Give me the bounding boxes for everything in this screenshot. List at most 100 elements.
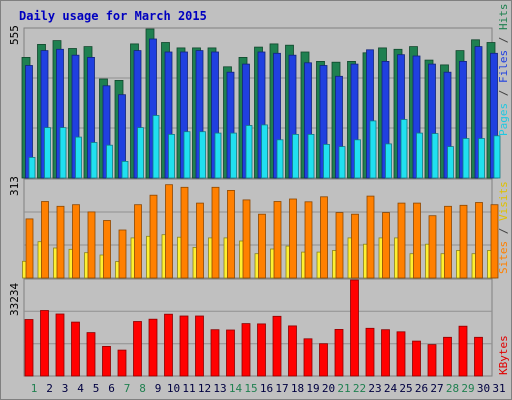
pages-bar-13 xyxy=(214,132,222,179)
sites-bar-20 xyxy=(320,196,328,279)
kbytes-bar-4 xyxy=(71,321,80,377)
pages-bar-30 xyxy=(478,138,485,179)
day-label-18: 18 xyxy=(291,382,304,395)
kbytes-bar-18 xyxy=(288,325,297,377)
pages-bar-2 xyxy=(44,127,51,179)
day-label-30: 30 xyxy=(477,382,490,395)
pages-bar-16 xyxy=(261,124,268,179)
kbytes-bar-29 xyxy=(458,325,468,377)
day-label-24: 24 xyxy=(384,382,398,395)
kbytes-bar-19 xyxy=(303,338,313,377)
day-label-17: 17 xyxy=(275,382,288,395)
sites-bar-19 xyxy=(304,201,313,279)
visits-label: Visits xyxy=(497,181,510,221)
pages-bar-5 xyxy=(90,142,98,179)
kbytes-bar-9 xyxy=(148,318,158,377)
pages-bar-29 xyxy=(462,138,470,179)
pages-bar-12 xyxy=(199,131,206,179)
pages-label: Pages xyxy=(497,103,510,136)
sites-bar-15 xyxy=(242,199,251,279)
sites-visits-panel xyxy=(22,178,499,279)
kbytes-bar-8 xyxy=(133,321,142,377)
kbytes-bar-1 xyxy=(24,319,34,377)
sites-bar-26 xyxy=(413,202,421,279)
sites-bar-9 xyxy=(149,194,158,279)
pages-bar-7 xyxy=(121,160,129,179)
pages-bar-27 xyxy=(431,133,439,179)
pages-bar-22 xyxy=(354,139,361,179)
day-label-21: 21 xyxy=(337,382,350,395)
sites-bar-12 xyxy=(196,202,204,279)
pages-bar-15 xyxy=(245,125,253,179)
sites-bar-3 xyxy=(56,205,65,279)
sites-bar-23 xyxy=(366,195,375,279)
day-label-25: 25 xyxy=(399,382,412,395)
kbytes-bar-15 xyxy=(241,323,251,377)
day-label-13: 13 xyxy=(213,382,226,395)
sites-bar-24 xyxy=(382,212,390,279)
sites-bar-25 xyxy=(397,202,406,279)
pages-bar-19 xyxy=(307,133,315,179)
pages-bar-1 xyxy=(28,156,36,179)
kbytes-panel xyxy=(23,278,493,377)
day-label-14: 14 xyxy=(229,382,243,395)
pages-bar-23 xyxy=(369,120,377,179)
sites-bar-2 xyxy=(41,201,49,279)
day-label-29: 29 xyxy=(461,382,474,395)
sites-bar-5 xyxy=(87,211,96,279)
bottom-axis-label: KBytes xyxy=(497,335,510,375)
top-axis-label: Pages / Files / Hits xyxy=(497,4,510,137)
kbytes-bar-20 xyxy=(319,343,328,377)
day-label-2: 2 xyxy=(46,382,53,395)
sites-bar-13 xyxy=(211,186,220,279)
kbytes-bar-6 xyxy=(102,345,111,377)
sites-bar-8 xyxy=(134,204,142,279)
files-label: Files xyxy=(497,50,510,83)
day-label-5: 5 xyxy=(93,382,100,395)
sites-bar-31 xyxy=(490,204,499,279)
pages-bar-18 xyxy=(292,133,299,179)
chart-title: Daily usage for March 2015 xyxy=(19,9,207,23)
kbytes-bar-30 xyxy=(474,336,483,377)
day-label-6: 6 xyxy=(108,382,115,395)
pages-bar-26 xyxy=(416,132,423,179)
sites-bar-27 xyxy=(428,215,437,279)
sites-bar-29 xyxy=(459,204,468,279)
sites-bar-11 xyxy=(180,186,189,279)
pages-bar-17 xyxy=(276,139,284,179)
day-label-23: 23 xyxy=(368,382,381,395)
top-ymax-label: 555 xyxy=(8,25,21,45)
kbytes-bar-27 xyxy=(427,344,437,377)
kbytes-bar-5 xyxy=(86,332,96,377)
pages-bar-14 xyxy=(230,132,237,179)
day-label-3: 3 xyxy=(62,382,69,395)
day-label-26: 26 xyxy=(415,382,428,395)
sites-bar-1 xyxy=(25,218,34,279)
pages-bar-11 xyxy=(183,131,191,179)
kbytes-bar-10 xyxy=(164,313,173,377)
sites-bar-22 xyxy=(351,213,359,279)
day-label-19: 19 xyxy=(306,382,319,395)
sites-bar-14 xyxy=(227,189,235,279)
sites-bar-7 xyxy=(118,229,127,279)
sites-bar-30 xyxy=(475,202,483,279)
day-label-22: 22 xyxy=(353,382,366,395)
sites-bar-17 xyxy=(273,201,282,279)
kbytes-bar-24 xyxy=(381,329,390,377)
pages-bar-6 xyxy=(106,144,113,179)
pages-files-hits-panel xyxy=(21,27,501,179)
day-label-28: 28 xyxy=(446,382,459,395)
sites-bar-18 xyxy=(289,198,297,279)
pages-bar-31 xyxy=(493,135,501,179)
kbytes-bar-26 xyxy=(412,340,421,377)
day-label-11: 11 xyxy=(182,382,195,395)
sites-bar-6 xyxy=(103,220,111,279)
kbytes-bar-2 xyxy=(40,310,49,377)
day-label-7: 7 xyxy=(124,382,131,395)
day-label-31: 31 xyxy=(492,382,505,395)
pages-bar-24 xyxy=(385,143,392,179)
day-label-15: 15 xyxy=(244,382,257,395)
pages-bar-8 xyxy=(137,127,144,179)
kbytes-bar-16 xyxy=(257,323,266,377)
